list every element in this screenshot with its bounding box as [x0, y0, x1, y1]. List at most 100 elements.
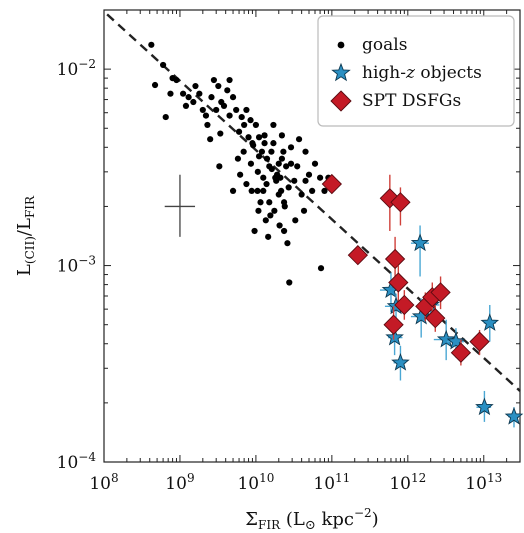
high-z-point — [391, 352, 410, 371]
goals-point — [213, 106, 220, 114]
x-tick-label: 1011 — [313, 471, 350, 494]
legend-marker-high-z — [331, 62, 351, 82]
x-tick-label-exp: 13 — [487, 471, 502, 485]
goals-point — [287, 144, 295, 151]
goals-point — [267, 212, 274, 219]
plot-frame — [103, 9, 521, 463]
goals-point — [305, 171, 313, 178]
goals-point — [298, 191, 305, 198]
goals-point — [273, 177, 280, 184]
goals-point — [286, 279, 293, 286]
y-axis-title-slash: /L — [14, 218, 35, 236]
goals-point — [238, 113, 245, 121]
goals-point — [229, 94, 237, 101]
goals-point — [294, 163, 301, 170]
goals-point — [215, 82, 222, 90]
legend-label-high-z-part1: high- — [362, 63, 406, 83]
goals-point — [192, 82, 199, 90]
x-axis-title-close: ) — [372, 509, 379, 530]
goals-point — [252, 121, 260, 129]
goals-point — [280, 148, 287, 155]
goals-point — [263, 180, 270, 188]
goals-point — [261, 132, 268, 139]
y-axis-title-sub1: (CII) — [23, 236, 37, 264]
goals-point — [207, 136, 214, 143]
legend: goals high-z objects SPT DSFGs — [317, 15, 515, 127]
legend-label-goals: goals — [362, 35, 407, 55]
goals-point — [204, 121, 211, 129]
goals-point — [210, 76, 218, 84]
goals-point — [151, 81, 159, 89]
spt-point — [450, 342, 472, 363]
goals-point — [208, 94, 215, 101]
goals-point — [247, 160, 255, 167]
legend-box — [317, 15, 515, 127]
x-tick-label-base: 10 — [237, 474, 259, 494]
goals-point — [162, 113, 169, 121]
spt-point — [321, 173, 342, 195]
goals-point — [226, 112, 233, 119]
goals-point — [271, 207, 278, 214]
goals-point — [220, 102, 228, 109]
goals-point — [285, 184, 292, 191]
goals-point — [268, 165, 275, 173]
y-axis-title: L(CII)/LFIR — [14, 195, 37, 276]
goals-point — [284, 240, 291, 247]
legend-label-high-z: high-z objects — [362, 63, 482, 83]
high-z-point — [410, 233, 430, 252]
goals-point — [276, 222, 283, 229]
high-z-point — [475, 397, 494, 416]
y-axis-title-sub2: FIR — [23, 195, 37, 218]
goals-point — [255, 207, 262, 214]
goals-point — [250, 142, 257, 149]
goals-point — [224, 87, 231, 94]
y-axis-title-l: L — [14, 264, 35, 276]
goals-point — [265, 233, 272, 240]
typical-error-layer — [164, 174, 196, 237]
goals-point — [167, 90, 174, 97]
high-z-point — [436, 329, 456, 348]
high-z-point — [385, 327, 404, 346]
goals-point — [258, 148, 266, 155]
x-tick-label: 1012 — [389, 471, 426, 494]
goals-point — [281, 203, 288, 210]
goals-point — [199, 106, 206, 114]
goals-point — [283, 163, 290, 170]
goals-point — [278, 155, 286, 162]
spt-point — [384, 248, 406, 270]
y-tick-labels: 10 −4 10−3 10−2 — [57, 57, 97, 473]
goals-point — [185, 94, 192, 101]
goals-point — [317, 265, 325, 272]
goals-point — [237, 171, 244, 178]
y-tick-label-base: 10 — [57, 257, 79, 277]
goals-point — [257, 199, 264, 206]
x-tick-label-base: 10 — [165, 474, 187, 494]
high-z-point — [504, 406, 524, 425]
spt-point — [347, 245, 369, 266]
legend-marker-spt — [330, 90, 352, 112]
y-tick-label-exp: −4 — [78, 450, 96, 464]
x-axis-title-sub: FIR — [258, 518, 281, 532]
goals-series — [148, 41, 332, 286]
x-axis-title-sigma: Σ — [245, 509, 258, 530]
y-tick-label: 10−3 — [57, 254, 96, 277]
goals-point — [300, 207, 308, 214]
goals-point — [251, 227, 258, 235]
goals-point — [270, 121, 277, 129]
goals-point — [240, 148, 247, 155]
goals-point — [260, 187, 267, 194]
goals-point — [226, 76, 233, 84]
spt-point — [383, 314, 404, 335]
goals-point — [233, 106, 240, 114]
y-tick-label: 10−2 — [57, 57, 96, 80]
goals-point — [148, 41, 155, 48]
x-tick-label: 1010 — [237, 471, 274, 494]
goals-point — [309, 187, 316, 194]
goals-point — [243, 106, 250, 114]
x-tick-label: 108 — [89, 471, 118, 494]
x-tick-label-base: 10 — [465, 474, 487, 494]
goals-point — [254, 187, 261, 194]
goals-point — [245, 134, 252, 141]
goals-point — [287, 160, 295, 167]
goals-point — [247, 117, 254, 124]
